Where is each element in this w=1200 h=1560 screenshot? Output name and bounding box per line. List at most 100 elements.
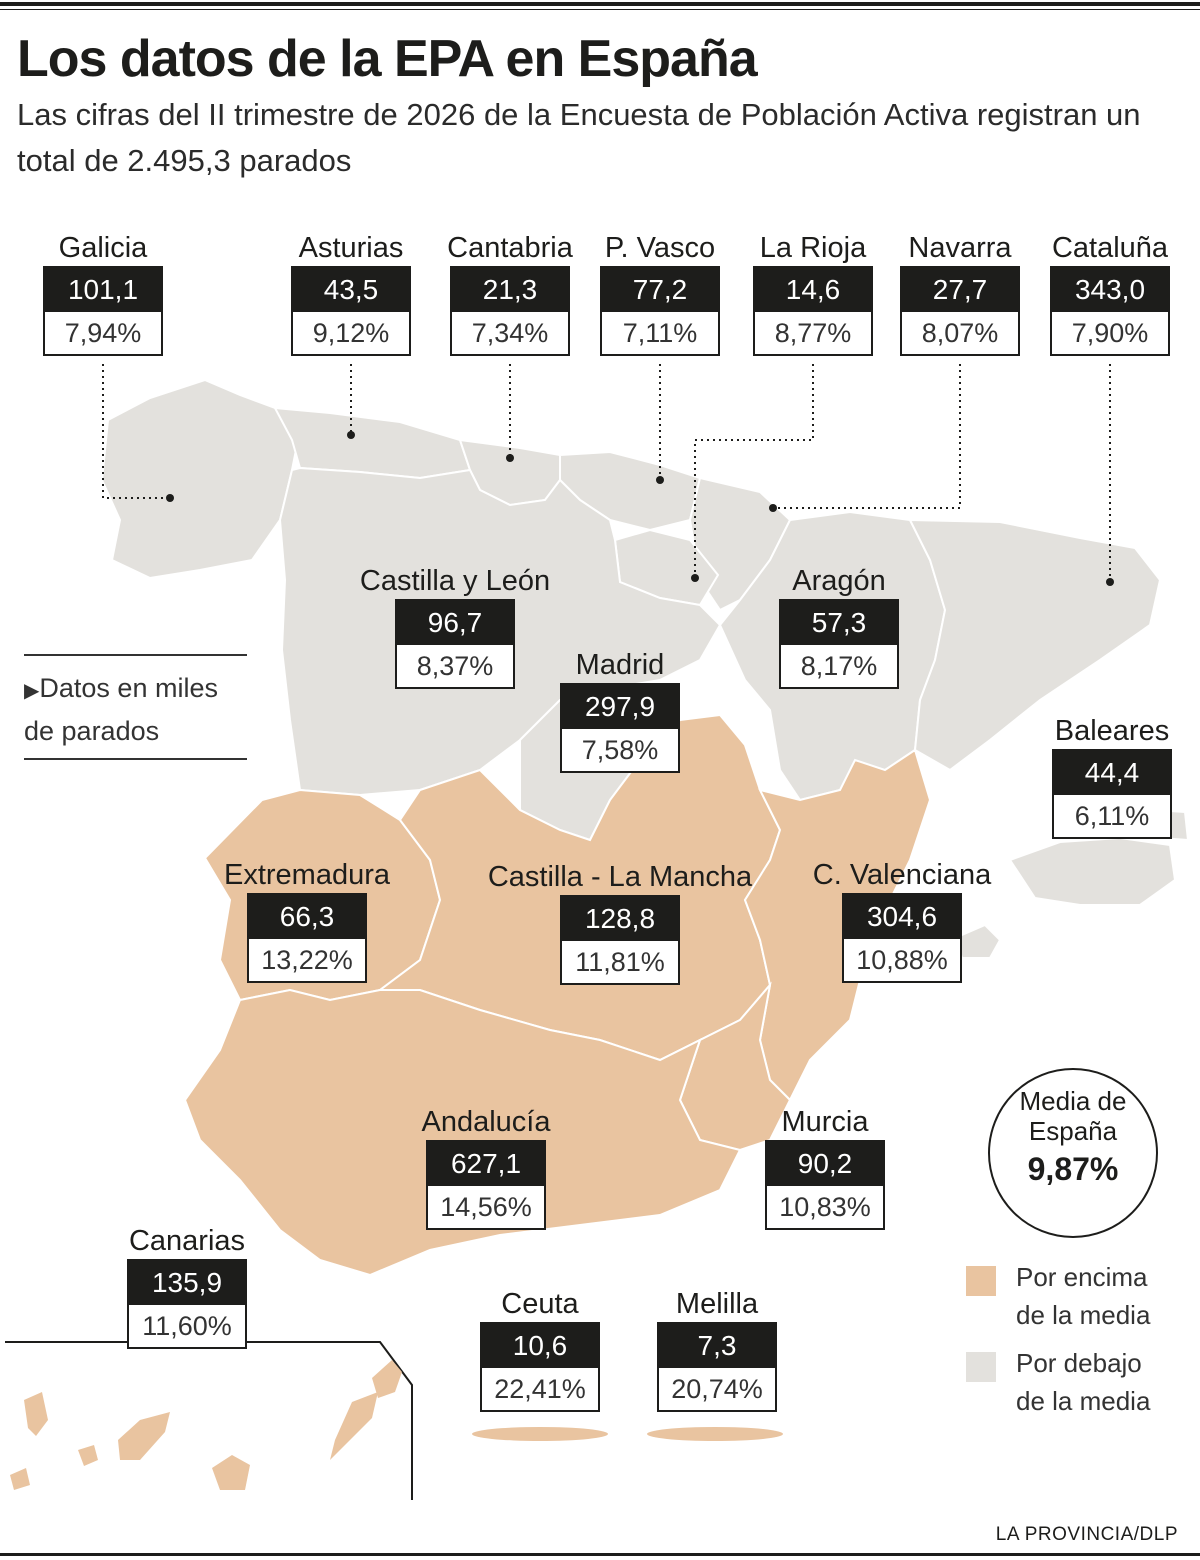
- region-shape-melilla: [647, 1427, 783, 1441]
- top-rule: [0, 2, 1200, 6]
- region-data-box: 44,4 6,11%: [1052, 749, 1172, 839]
- island-la-palma: [24, 1392, 48, 1436]
- region-value: 57,3: [781, 601, 897, 645]
- region-data-box: 66,3 13,22%: [247, 893, 367, 983]
- subtitle: Las cifras del II trimestre de 2026 de l…: [17, 97, 1141, 178]
- region-data-box: 128,8 11,81%: [560, 895, 680, 985]
- units-note-text: Datos en miles de parados: [24, 673, 218, 746]
- region-name: Galicia: [58, 232, 148, 264]
- average-label: Media de España: [1019, 1086, 1127, 1146]
- marker-cataluna: [1106, 578, 1114, 586]
- region-shape-mallorca: [1008, 836, 1177, 906]
- legend-label-below: Por debajo de la media: [1016, 1348, 1151, 1416]
- region-label-extremadura: Extremadura 66,3 13,22%: [197, 857, 417, 983]
- region-percent: 8,07%: [902, 312, 1018, 354]
- region-data-box: 101,1 7,94%: [43, 266, 163, 356]
- region-percent: 7,34%: [452, 312, 568, 354]
- region-shape-cataluna: [908, 518, 1162, 772]
- region-name: Extremadura: [223, 859, 390, 891]
- region-percent: 7,90%: [1052, 312, 1168, 354]
- region-name: Cantabria: [447, 232, 573, 264]
- legend-label-above: Por encima de la media: [1016, 1262, 1151, 1330]
- region-label-baleares: Baleares 44,4 6,11%: [1032, 713, 1192, 839]
- region-data-box: 21,3 7,34%: [450, 266, 570, 356]
- region-value: 14,6: [755, 268, 871, 312]
- region-label-aragon: Aragón 57,3 8,17%: [759, 563, 919, 689]
- region-name: Melilla: [675, 1288, 759, 1320]
- region-label-pvasco: P. Vasco 77,2 7,11%: [580, 230, 740, 356]
- region-value: 297,9: [562, 685, 678, 729]
- region-name: Madrid: [575, 649, 665, 681]
- leader-larioja: [694, 364, 814, 578]
- region-data-box: 14,6 8,77%: [753, 266, 873, 356]
- island-fuerteventura: [330, 1392, 378, 1460]
- average-value: 9,87%: [1027, 1151, 1119, 1187]
- region-name: P. Vasco: [604, 232, 716, 264]
- region-percent: 20,74%: [659, 1368, 775, 1410]
- region-name: Asturias: [298, 232, 404, 264]
- region-data-box: 10,6 22,41%: [480, 1322, 600, 1412]
- marker-navarra: [769, 504, 777, 512]
- region-name: La Rioja: [759, 232, 867, 264]
- region-label-canarias: Canarias 135,9 11,60%: [107, 1223, 267, 1349]
- region-value: 21,3: [452, 268, 568, 312]
- region-data-box: 57,3 8,17%: [779, 599, 899, 689]
- region-label-murcia: Murcia 90,2 10,83%: [745, 1104, 905, 1230]
- region-label-melilla: Melilla 7,3 20,74%: [637, 1286, 797, 1412]
- region-label-asturias: Asturias 43,5 9,12%: [271, 230, 431, 356]
- region-data-box: 27,7 8,07%: [900, 266, 1020, 356]
- region-label-madrid: Madrid 297,9 7,58%: [540, 647, 700, 773]
- marker-galicia: [166, 494, 174, 502]
- region-shape-ceuta: [472, 1427, 608, 1441]
- region-label-navarra: Navarra 27,7 8,07%: [880, 230, 1040, 356]
- bottom-rule: [0, 1553, 1200, 1556]
- region-label-c-valenciana: C. Valenciana 304,6 10,88%: [792, 857, 1012, 983]
- marker-pvasco: [656, 476, 664, 484]
- region-name: C. Valenciana: [812, 859, 992, 891]
- region-value: 128,8: [562, 897, 678, 941]
- triangle-right-icon: ▶: [24, 680, 40, 702]
- region-percent: 22,41%: [482, 1368, 598, 1410]
- source-credit: LA PROVINCIA/DLP: [995, 1524, 1178, 1545]
- region-percent: 7,58%: [562, 729, 678, 771]
- region-value: 10,6: [482, 1324, 598, 1368]
- region-data-box: 627,1 14,56%: [426, 1140, 546, 1230]
- region-shape-andalucia: [183, 988, 742, 1277]
- marker-larioja: [691, 574, 699, 582]
- region-data-box: 43,5 9,12%: [291, 266, 411, 356]
- region-data-box: 297,9 7,58%: [560, 683, 680, 773]
- region-label-cataluna: Cataluña 343,0 7,90%: [1030, 230, 1190, 356]
- region-value: 135,9: [129, 1261, 245, 1305]
- region-value: 43,5: [293, 268, 409, 312]
- region-label-andalucia: Andalucía 627,1 14,56%: [396, 1104, 576, 1230]
- marker-asturias: [347, 431, 355, 439]
- top-rule-thin: [0, 9, 1200, 10]
- region-name: Baleares: [1054, 715, 1170, 747]
- region-shape-galicia: [100, 378, 302, 580]
- region-name: Aragón: [792, 565, 886, 597]
- region-value: 304,6: [844, 895, 960, 939]
- region-value: 66,3: [249, 895, 365, 939]
- region-label-galicia: Galicia 101,1 7,94%: [23, 230, 183, 356]
- region-percent: 10,88%: [844, 939, 960, 981]
- region-name: Canarias: [128, 1225, 246, 1257]
- region-data-box: 304,6 10,88%: [842, 893, 962, 983]
- region-percent: 6,11%: [1054, 795, 1170, 837]
- legend-swatch-below: [966, 1352, 996, 1382]
- island-lanzarote: [372, 1360, 402, 1398]
- region-shape-c-valenciana: [743, 748, 932, 1102]
- region-name: Navarra: [908, 232, 1012, 264]
- region-data-box: 96,7 8,37%: [395, 599, 515, 689]
- region-label-castilla-y-leon: Castilla y León 96,7 8,37%: [335, 563, 575, 689]
- region-data-box: 90,2 10,83%: [765, 1140, 885, 1230]
- region-value: 27,7: [902, 268, 1018, 312]
- region-data-box: 7,3 20,74%: [657, 1322, 777, 1412]
- region-label-larioja: La Rioja 14,6 8,77%: [733, 230, 893, 356]
- region-value: 343,0: [1052, 268, 1168, 312]
- region-value: 44,4: [1054, 751, 1170, 795]
- region-name: Andalucía: [421, 1106, 551, 1138]
- note-rule-top: [24, 654, 247, 656]
- region-percent: 7,11%: [602, 312, 718, 354]
- region-percent: 10,83%: [767, 1186, 883, 1228]
- region-value: 101,1: [45, 268, 161, 312]
